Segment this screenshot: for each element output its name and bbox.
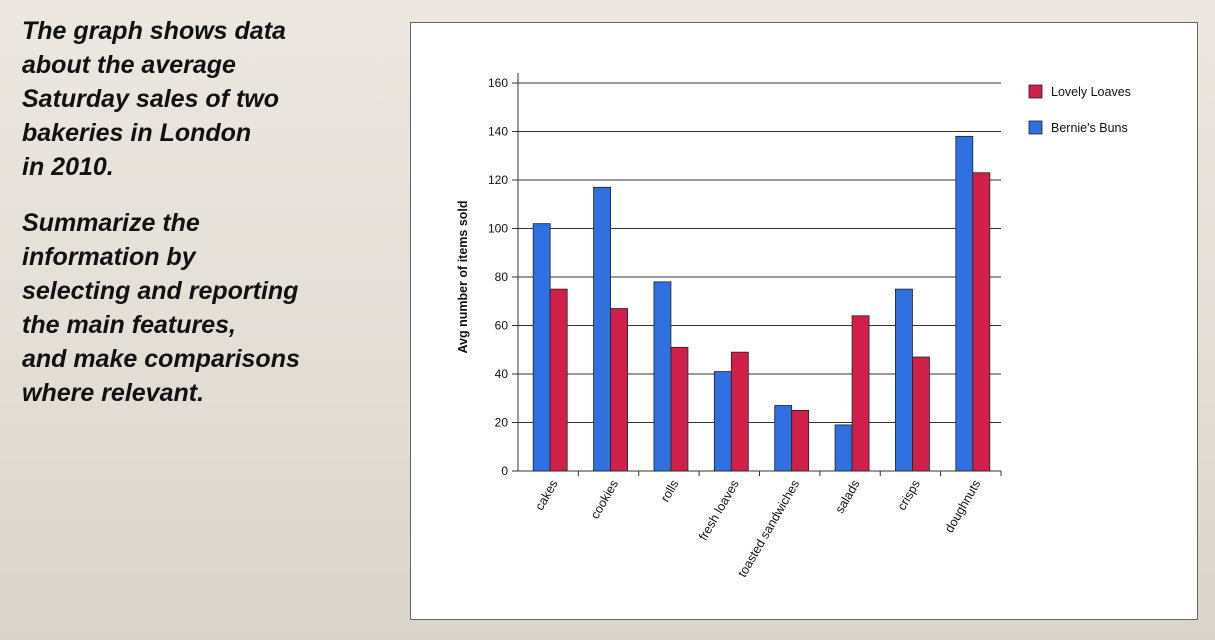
legend-label: Lovely Loaves (1051, 85, 1131, 99)
x-category-label: cookies (588, 478, 621, 522)
bar-lovely-loaves (549, 288, 568, 472)
y-tick-label: 120 (488, 173, 508, 187)
bar-bernies-buns (955, 135, 974, 472)
y-axis-title: Avg number of items sold (456, 200, 470, 353)
x-category-label: doughnuts (942, 478, 983, 536)
bar-lovely-loaves (610, 308, 628, 472)
task-prompt: The graph shows data about the average S… (22, 14, 392, 432)
bar-bernies-buns (653, 281, 672, 472)
x-category-label: salads (832, 478, 862, 516)
bar-lovely-loaves (972, 172, 991, 472)
bar-bernies-buns (532, 223, 551, 472)
bar-bernies-buns (774, 405, 793, 472)
y-tick-label: 20 (495, 416, 509, 430)
legend-swatch (1028, 120, 1043, 135)
y-tick-label: 80 (495, 270, 509, 284)
y-tick-label: 160 (488, 76, 508, 90)
y-tick-label: 0 (501, 464, 508, 478)
bar-bernies-buns (895, 288, 913, 472)
prompt-paragraph-description: The graph shows data about the average S… (22, 17, 286, 181)
bar-lovely-loaves (730, 351, 749, 472)
legend-swatch (1028, 84, 1043, 99)
bar-bernies-buns (593, 186, 611, 472)
legend-label: Bernie's Buns (1051, 121, 1128, 135)
x-category-label: fresh loaves (696, 478, 742, 543)
chart-frame: 0 20 40 60 80 100 120 140 160 Avg number of items… (410, 22, 1198, 620)
bar-bernies-buns (713, 371, 732, 472)
bar-lovely-loaves (851, 315, 870, 472)
x-category-label: crisps (895, 478, 923, 513)
y-tick-label: 40 (495, 367, 509, 381)
prompt-paragraph-instructions: Summarize the information by selecting a… (22, 209, 300, 407)
x-category-label: cakes (532, 478, 560, 513)
bar-lovely-loaves (791, 409, 810, 472)
bar-lovely-loaves (912, 356, 930, 472)
x-category-label: rolls (658, 478, 682, 505)
y-tick-label: 100 (488, 222, 508, 236)
bar-lovely-loaves (670, 346, 689, 472)
x-category-label: toasted sandwiches (735, 478, 802, 580)
bar-chart: 0 20 40 60 80 100 120 140 160 Avg number of items… (456, 73, 1131, 580)
y-tick-label: 140 (488, 125, 508, 139)
y-tick-label: 60 (495, 319, 509, 333)
bar-bernies-buns (834, 424, 853, 472)
